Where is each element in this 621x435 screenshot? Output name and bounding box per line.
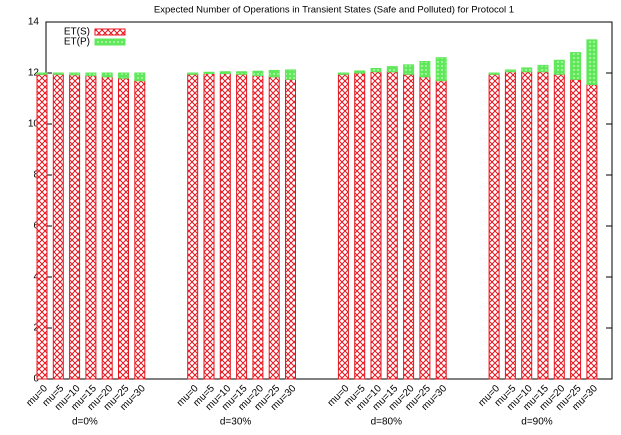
bar-segment	[52, 73, 64, 380]
group-label: d=0%	[72, 417, 98, 428]
bar-segment	[521, 67, 533, 73]
bar-segment	[337, 72, 349, 75]
bar-segment	[134, 80, 146, 380]
bar-segment	[521, 71, 533, 380]
bar-segment	[69, 72, 81, 76]
bar-segment	[203, 73, 215, 380]
bar-segment	[504, 69, 516, 73]
bar-segment	[354, 72, 366, 380]
bar-segment	[386, 71, 398, 380]
bar-segment	[419, 61, 431, 78]
bar-segment	[403, 64, 415, 75]
bar-segment	[187, 73, 199, 380]
bar-segment	[537, 71, 549, 380]
y-tick-label: 14	[28, 17, 40, 28]
bar-segment	[187, 72, 199, 75]
bar-segment	[85, 72, 97, 77]
bar-segment	[118, 72, 129, 79]
bar-segment	[268, 76, 280, 380]
y-tick-label: 2	[33, 323, 39, 334]
bar-segment	[285, 78, 296, 380]
y-tick-label: 10	[28, 119, 40, 130]
y-tick-label: 12	[28, 68, 40, 79]
bar-segment	[488, 73, 500, 380]
bar-segment	[504, 71, 516, 380]
group-label: d=30%	[220, 417, 252, 428]
bar-segment	[219, 73, 231, 380]
bar-segment	[69, 74, 81, 380]
bar-segment	[553, 73, 565, 380]
bar-segment	[570, 78, 582, 380]
bar-segment	[370, 71, 382, 380]
y-tick-label: 4	[33, 272, 39, 283]
bar-segment	[370, 67, 382, 73]
y-tick-label: 0	[33, 374, 39, 385]
bar-segment	[488, 72, 500, 75]
legend-label: ET(S)	[64, 27, 90, 38]
bar-segment	[85, 75, 97, 380]
bar-segment	[252, 70, 264, 77]
bar-segment	[285, 69, 296, 80]
legend-swatch	[94, 38, 126, 46]
bar-segment	[570, 52, 582, 80]
bar-segment	[419, 76, 431, 380]
bar-segment	[36, 72, 48, 75]
bar-segment	[586, 83, 598, 380]
bar-segment	[203, 71, 215, 75]
legend-swatch	[94, 28, 126, 36]
bar-segment	[537, 64, 549, 73]
bar-segment	[236, 73, 248, 380]
group-label: d=90%	[521, 417, 553, 428]
bar-segment	[586, 39, 598, 85]
bar-segment	[236, 71, 248, 75]
bar-segment	[118, 77, 129, 380]
bar-segment	[435, 80, 447, 380]
legend-label: ET(P)	[64, 37, 90, 48]
bar-segment	[354, 70, 366, 74]
bar-segment	[403, 73, 415, 380]
bar-segment	[134, 72, 146, 82]
bar-segment	[252, 75, 264, 380]
bar-segment	[219, 71, 231, 75]
bar-segment	[36, 73, 48, 380]
bar-segment	[386, 66, 398, 73]
bar-segment	[101, 72, 113, 78]
group-label: d=80%	[371, 417, 403, 428]
bar-segment	[553, 59, 565, 75]
bar-segment	[435, 57, 447, 82]
bar-segment	[101, 76, 113, 380]
bar-segment	[337, 73, 349, 380]
chart-title: Expected Number of Operations in Transie…	[154, 5, 514, 16]
bar-segment	[268, 69, 280, 78]
y-tick-label: 6	[33, 221, 39, 232]
y-tick-label: 8	[33, 170, 39, 181]
bar-segment	[52, 72, 64, 75]
